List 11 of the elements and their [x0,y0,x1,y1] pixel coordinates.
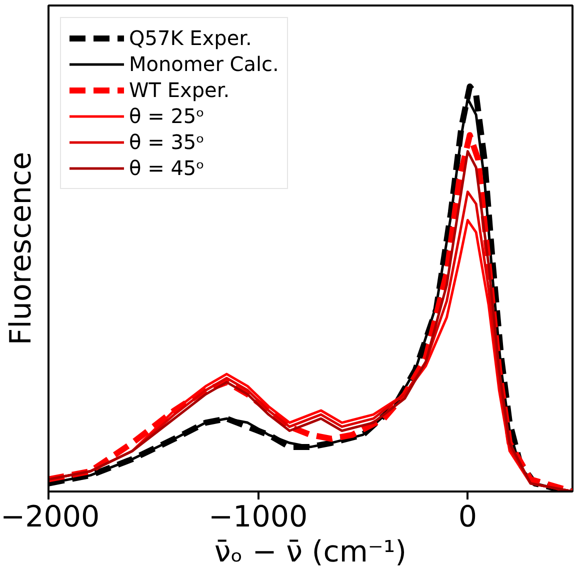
y-axis-title: Fluorescence [4,152,38,346]
x-tick-label: −2000 [0,500,100,534]
legend-label: θ = 45ᵒ [129,156,204,180]
legend-label: θ = 25ᵒ [129,104,204,128]
x-tick-label: 0 [458,500,478,534]
x-tick-label: −1000 [208,500,308,534]
x-axis-title: ν̄ₒ − ν̄ (cm⁻¹) [214,534,407,568]
legend-label: θ = 35ᵒ [129,130,204,154]
legend-label: Monomer Calc. [129,52,279,76]
legend-label: Q57K Exper. [129,26,252,50]
legend-label: WT Exper. [129,78,230,102]
